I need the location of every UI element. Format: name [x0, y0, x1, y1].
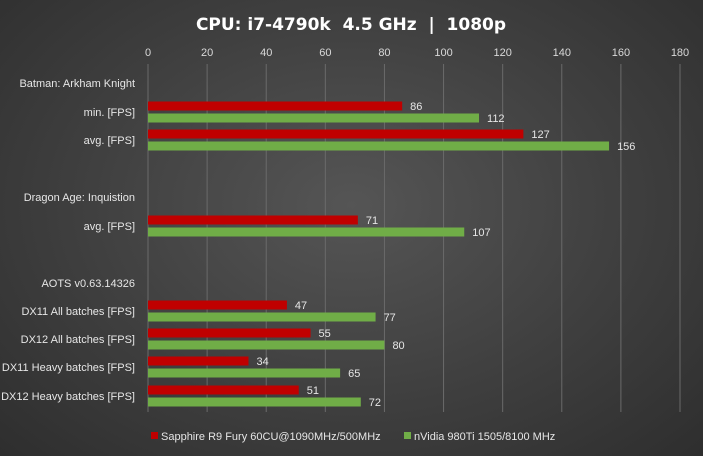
bars: 86 112 127 156 71 107 47 77 55 80 34 65 51 72: [148, 101, 635, 409]
bar-sapphire-r9-fury: [148, 215, 358, 225]
category-label: AOTS v0.63.14326: [41, 278, 135, 290]
x-tick-label: 0: [145, 47, 151, 59]
legend: Sapphire R9 Fury 60CU@1090MHz/500MHz nVid…: [151, 431, 555, 443]
x-tick-label: 60: [319, 47, 331, 59]
data-label: 112: [487, 113, 505, 125]
category-label: min. [FPS]: [84, 107, 135, 119]
data-label: 65: [348, 368, 360, 380]
bar-nvidia-980ti: [148, 397, 361, 407]
data-label: 55: [319, 328, 331, 340]
bar-sapphire-r9-fury: [148, 129, 524, 139]
bar-sapphire-r9-fury: [148, 328, 311, 338]
data-label: 107: [472, 227, 490, 239]
data-label: 51: [307, 385, 319, 397]
category-label: DX12 All batches [FPS]: [21, 334, 135, 346]
bar-nvidia-980ti: [148, 368, 341, 378]
x-axis-ticks: 0 20 40 60 80 100 120 140 160 180: [145, 47, 689, 59]
category-label: avg. [FPS]: [84, 221, 135, 233]
data-label: 156: [617, 141, 635, 153]
data-label: 47: [295, 300, 307, 312]
legend-label: nVidia 980Ti 1505/8100 MHz: [414, 431, 555, 443]
x-tick-label: 40: [260, 47, 272, 59]
x-tick-label: 180: [671, 47, 689, 59]
bar-sapphire-r9-fury: [148, 101, 403, 111]
data-label: 86: [410, 101, 422, 113]
bar-nvidia-980ti: [148, 113, 480, 123]
category-label: Batman: Arkham Knight: [19, 78, 135, 90]
data-label: 72: [369, 397, 381, 409]
bar-sapphire-r9-fury: [148, 300, 287, 310]
legend-label: Sapphire R9 Fury 60CU@1090MHz/500MHz: [161, 431, 381, 443]
category-label: DX12 Heavy batches [FPS]: [1, 391, 135, 403]
data-label: 80: [392, 340, 404, 352]
legend-swatch-nvidia: [404, 432, 411, 439]
x-tick-label: 100: [434, 47, 452, 59]
category-label: Dragon Age: Inquistion: [24, 192, 135, 204]
bar-sapphire-r9-fury: [148, 385, 299, 395]
x-tick-label: 160: [612, 47, 630, 59]
bar-nvidia-980ti: [148, 141, 610, 151]
chart-title: CPU: i7-4790k 4.5 GHz | 1080p: [196, 15, 506, 35]
bar-sapphire-r9-fury: [148, 356, 249, 366]
data-label: 77: [384, 312, 396, 324]
bar-nvidia-980ti: [148, 340, 385, 350]
category-label: avg. [FPS]: [84, 135, 135, 147]
data-label: 127: [531, 129, 549, 141]
bar-nvidia-980ti: [148, 312, 376, 322]
category-label: DX11 Heavy batches [FPS]: [2, 362, 135, 374]
category-label: DX11 All batches [FPS]: [21, 306, 135, 318]
legend-swatch-sapphire: [151, 432, 158, 439]
bar-nvidia-980ti: [148, 227, 465, 237]
data-label: 34: [256, 356, 268, 368]
x-tick-label: 120: [493, 47, 511, 59]
x-tick-label: 20: [201, 47, 213, 59]
x-tick-label: 140: [553, 47, 571, 59]
category-labels: Batman: Arkham Knight min. [FPS] avg. [FPS…: [1, 78, 135, 403]
data-label: 71: [366, 215, 378, 227]
x-tick-label: 80: [378, 47, 390, 59]
